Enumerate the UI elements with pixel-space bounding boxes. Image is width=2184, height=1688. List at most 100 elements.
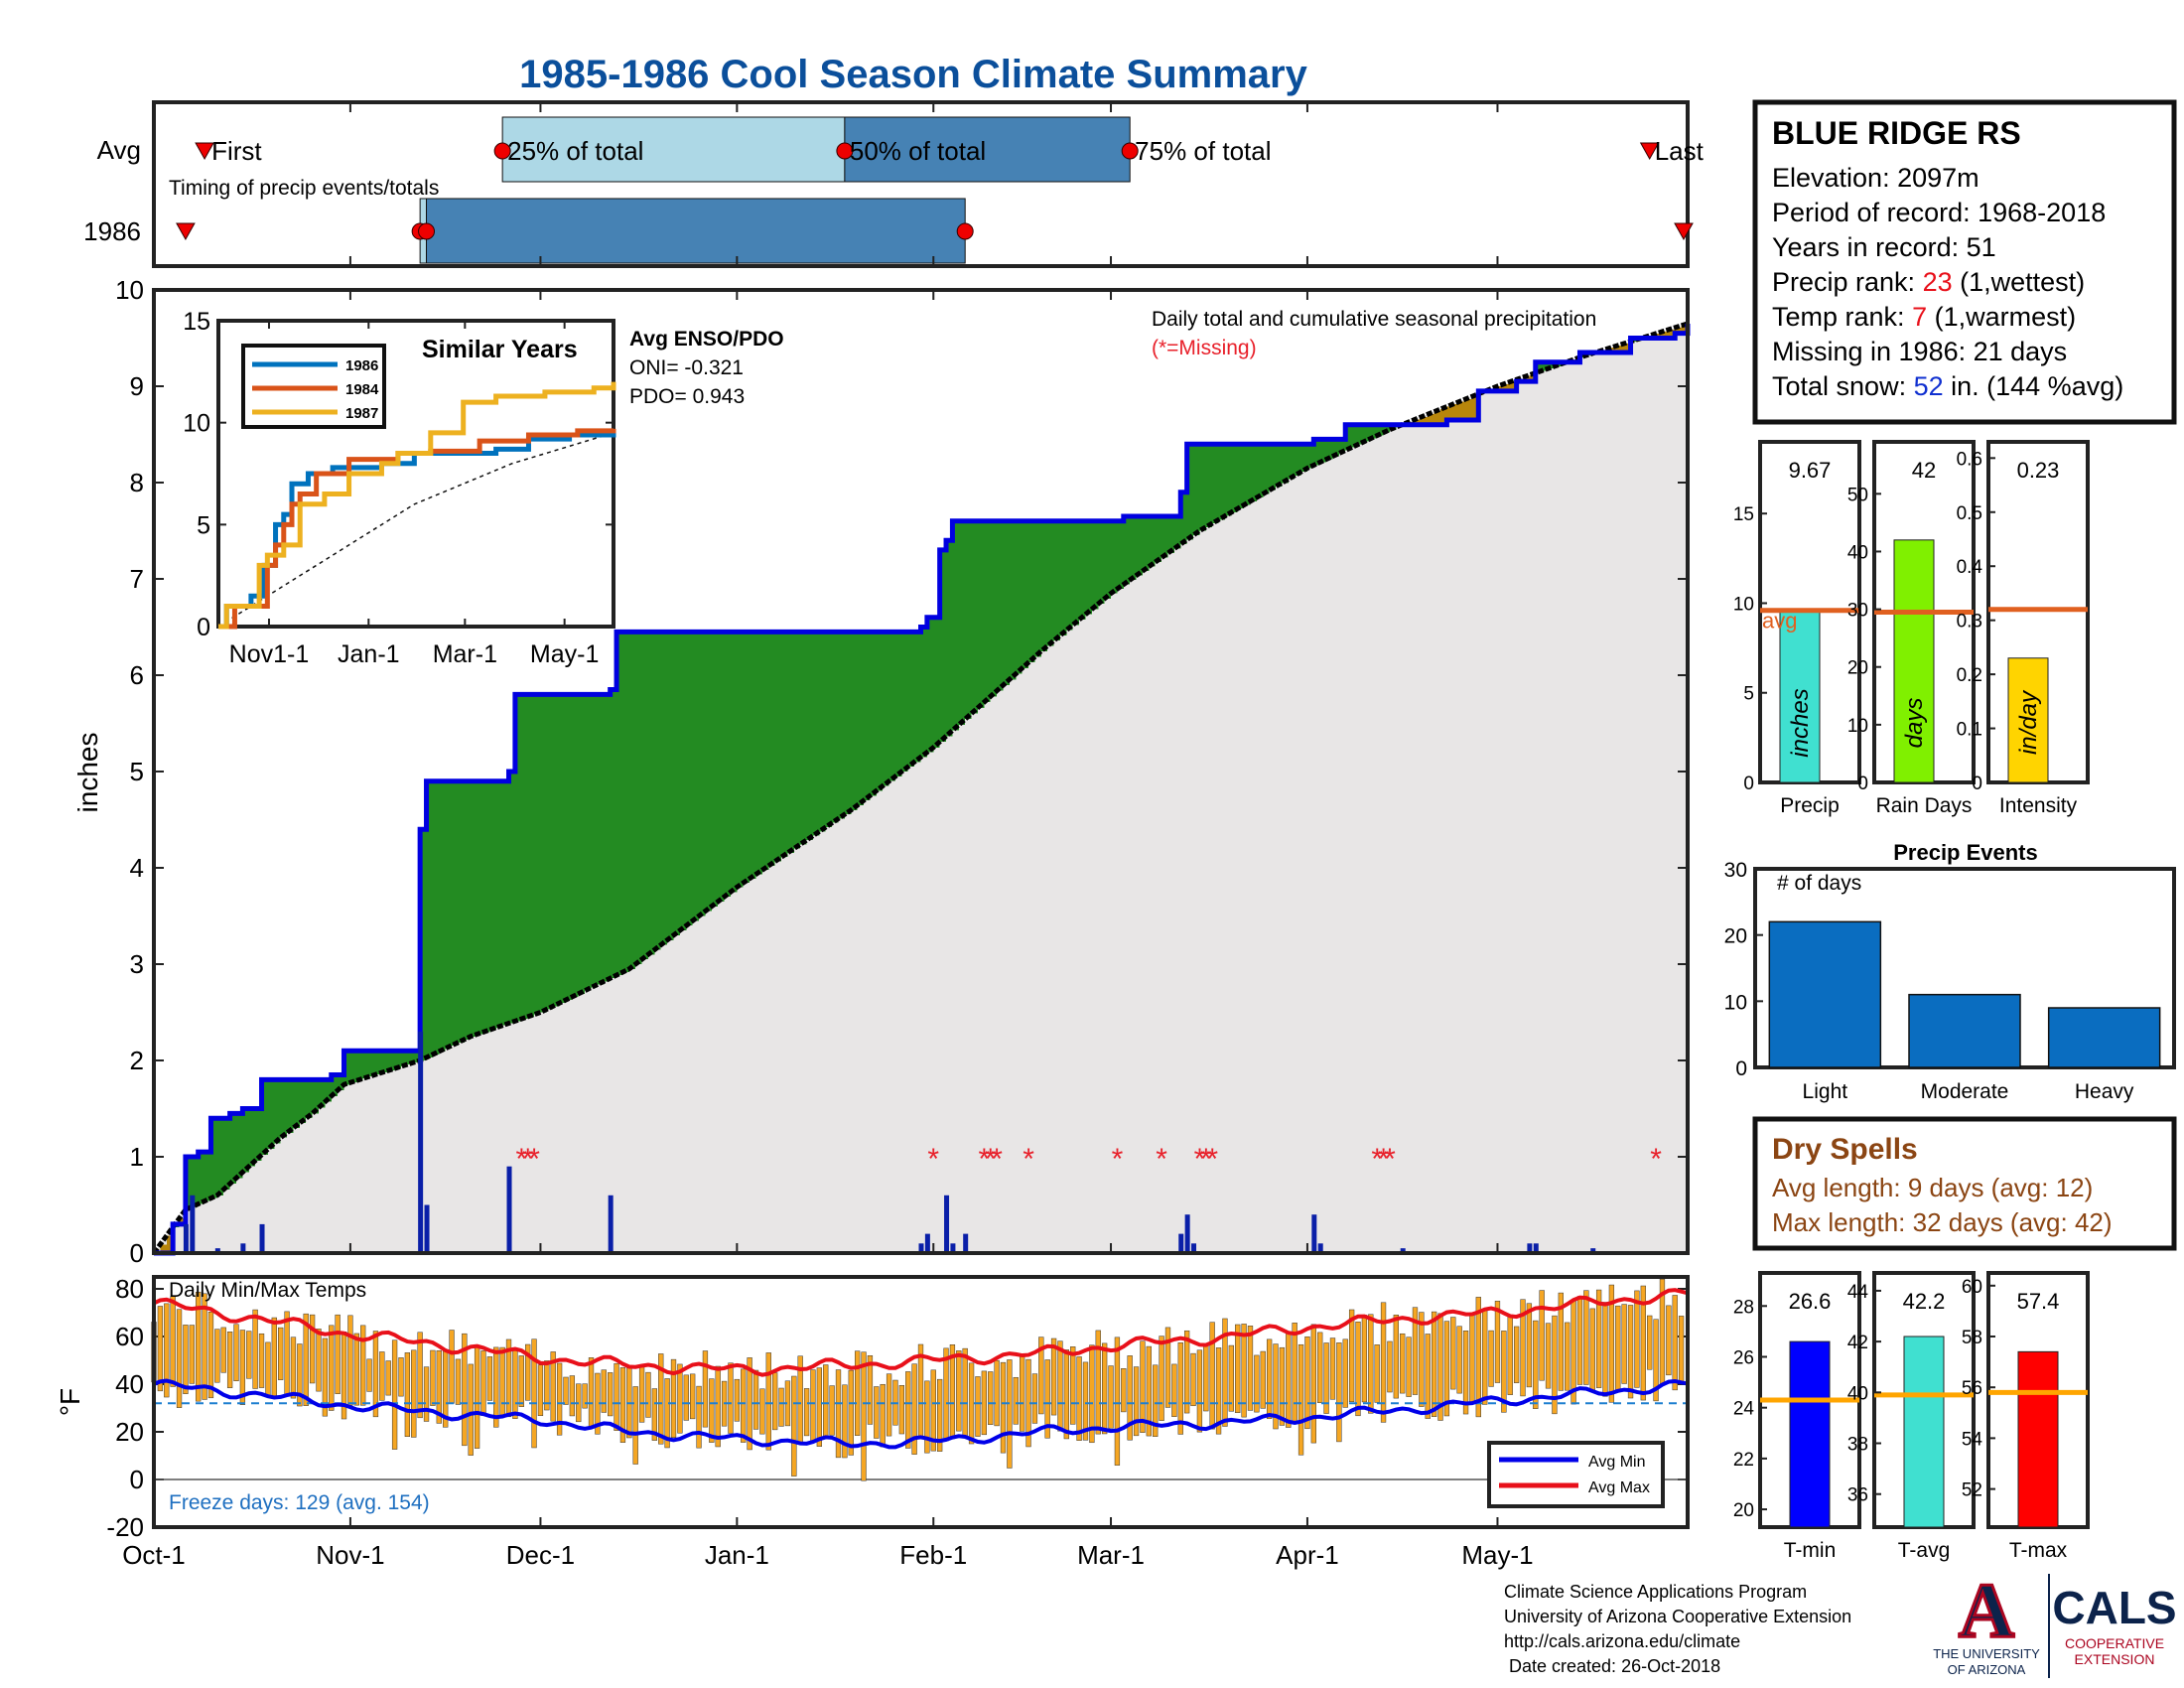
daily-temp-bar [1203, 1345, 1209, 1412]
dry-spells-avg: Avg length: 9 days (avg: 12) [1772, 1173, 2093, 1202]
timing-p50-label: 50% of total [850, 136, 986, 166]
daily-temp-bar [638, 1365, 645, 1423]
daily-temp-bar [582, 1383, 588, 1409]
season-total-bar-2 [2007, 657, 2049, 783]
daily-temp-bar [715, 1365, 721, 1448]
timing-first-label: First [211, 136, 262, 166]
inset-x-tick-label: Nov1-1 [229, 640, 310, 668]
university-of-arizona-logo: A THE UNIVERSITY OF ARIZONA [1933, 1566, 2050, 1678]
daily-temp-bar [1393, 1314, 1399, 1399]
season-total-tick-label: 15 [1733, 504, 1754, 525]
daily-temp-bar [512, 1347, 518, 1419]
ua-logo-text-2: OF ARIZONA [1948, 1662, 2026, 1677]
season-total-unit: inches [1787, 688, 1814, 757]
daily-temp-bar [1310, 1324, 1316, 1444]
daily-temp-bar [1286, 1332, 1292, 1428]
legend-avg-min: Avg Min [1588, 1454, 1646, 1471]
daily-temp-bar [316, 1329, 322, 1392]
daily-temp-bar [284, 1311, 290, 1397]
daily-temp-bar [855, 1350, 861, 1436]
events-bar-moderate [1908, 993, 2021, 1068]
daily-temp-bar [1133, 1366, 1140, 1437]
daily-temp-bar [1101, 1342, 1108, 1435]
avg-q2-bar [844, 116, 1131, 183]
missing-marker: * [528, 1143, 540, 1176]
freeze-note: Freeze days: 129 (avg. 154) [169, 1491, 430, 1514]
daily-temp-bar [391, 1339, 398, 1450]
daily-temp-bar [848, 1369, 854, 1456]
station-missing: Missing in 1986: 21 days [1772, 337, 2067, 366]
daily-temp-bar [398, 1357, 404, 1397]
precip-y-tick-label: 6 [130, 660, 144, 690]
daily-temp-bar [1222, 1318, 1228, 1427]
daily-temp-bar [1159, 1336, 1164, 1421]
daily-temp-bar [1121, 1368, 1127, 1413]
daily-precip-bar [183, 1223, 189, 1253]
daily-temp-bar [1114, 1336, 1121, 1466]
daily-precip-bar [963, 1233, 969, 1253]
daily-temp-bar [924, 1380, 930, 1454]
timing-dot-p75 [956, 222, 974, 240]
season-temp-tick-label: 60 [1962, 1277, 1982, 1298]
surplus-area [173, 338, 1644, 1227]
daily-precip-bar [950, 1243, 956, 1253]
events-category-label: Light [1803, 1080, 1848, 1103]
season-temp-tick-label: 58 [1962, 1328, 1982, 1348]
temps-y-axis-label: °F [55, 1388, 85, 1416]
season-temp-tick-label: 40 [1847, 1383, 1868, 1404]
daily-temp-bar [347, 1315, 353, 1406]
season-totals-panels: 9.67 Precip inches 0 5 10 15 avg 42 Rain Days days… [1733, 440, 2090, 817]
season-total-tick-label: 30 [1847, 601, 1868, 622]
cum-avg-area [154, 323, 1688, 1253]
daily-temp-bar [1317, 1332, 1323, 1403]
daily-temp-bar [1425, 1334, 1431, 1419]
season-total-tick-label: 50 [1847, 485, 1868, 505]
missing-marker: * [515, 1143, 527, 1176]
daily-temp-bar [430, 1349, 436, 1406]
season-temp-tick-label: 36 [1847, 1485, 1868, 1506]
daily-temp-bar [379, 1351, 385, 1401]
inset-legend-label: 1986 [345, 357, 378, 374]
daily-temp-bar [1254, 1354, 1260, 1413]
daily-temp-bar [1456, 1326, 1462, 1394]
inset-series-1984 [218, 428, 616, 630]
daily-temp-bar [1050, 1337, 1057, 1416]
legend-avg-max: Avg Max [1588, 1479, 1650, 1496]
daily-temp-bar [752, 1369, 759, 1430]
daily-precip-bar [1400, 1248, 1406, 1253]
daily-temp-bar [1608, 1284, 1615, 1403]
daily-temp-bar [1615, 1305, 1621, 1392]
daily-temp-bar [803, 1388, 810, 1437]
missing-marker: * [1023, 1143, 1034, 1176]
daily-temp-bar [835, 1369, 842, 1459]
daily-temp-bar [670, 1358, 677, 1439]
daily-temp-bar [1215, 1347, 1222, 1435]
daily-temp-bar [1513, 1326, 1520, 1383]
footer-line-2: University of Arizona Cooperative Extens… [1504, 1607, 1851, 1626]
daily-temp-bar [1164, 1327, 1171, 1408]
footer-line-3: http://cals.arizona.edu/climate [1504, 1631, 1740, 1651]
season-temp-tick-label: 28 [1733, 1297, 1754, 1318]
season-temp-tick-label: 26 [1733, 1347, 1754, 1368]
daily-temp-bar [614, 1362, 619, 1431]
ua-logo-text-1: THE UNIVERSITY [1933, 1646, 2040, 1661]
daily-temp-bar [956, 1350, 962, 1432]
events-category-label: Moderate [1921, 1080, 2009, 1103]
daily-temp-bar [823, 1364, 829, 1439]
season-total-tick-label: 10 [1847, 716, 1868, 737]
events-tick-label: 20 [1724, 925, 1747, 948]
daily-temp-bar [683, 1374, 689, 1421]
daily-temp-bar [1374, 1344, 1380, 1403]
daily-temp-bar [207, 1312, 214, 1399]
inset-avg-line [217, 432, 614, 628]
missing-marker: * [1371, 1143, 1383, 1176]
daily-temp-bar [372, 1331, 379, 1418]
daily-temp-bar [1140, 1340, 1146, 1433]
daily-temp-bar [544, 1360, 550, 1411]
daily-temp-bar [702, 1350, 709, 1428]
daily-temp-bar [1342, 1338, 1348, 1408]
daily-temp-bar [867, 1354, 874, 1425]
daily-precip-bar [1533, 1243, 1539, 1253]
season-total-tick-label: 0.3 [1957, 612, 1982, 633]
season-total-unit: in/day [2015, 689, 2042, 755]
